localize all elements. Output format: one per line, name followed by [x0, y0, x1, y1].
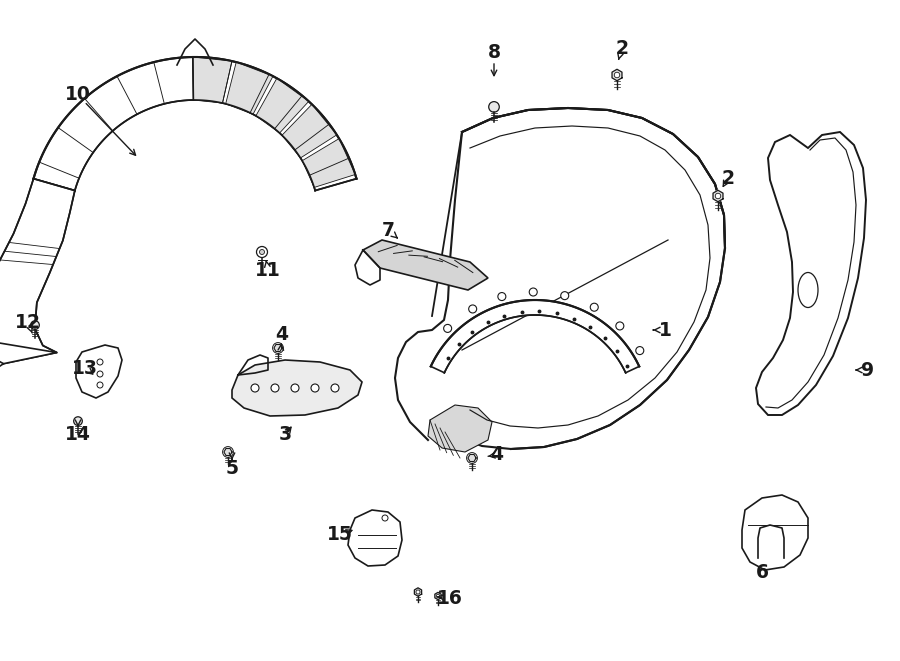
Text: 14: 14	[65, 426, 91, 444]
Text: 16: 16	[437, 588, 463, 607]
Circle shape	[259, 249, 265, 254]
Polygon shape	[256, 78, 309, 133]
Text: 13: 13	[72, 358, 98, 377]
Circle shape	[416, 590, 420, 594]
Text: 4: 4	[491, 446, 503, 465]
Text: 1: 1	[659, 321, 671, 340]
Text: 11: 11	[255, 260, 281, 280]
Circle shape	[444, 325, 452, 332]
Polygon shape	[76, 345, 122, 398]
Text: 9: 9	[861, 360, 875, 379]
Text: 3: 3	[278, 426, 292, 444]
Circle shape	[529, 288, 537, 296]
Polygon shape	[232, 360, 362, 416]
Circle shape	[311, 384, 319, 392]
Circle shape	[74, 417, 82, 426]
Circle shape	[635, 346, 644, 354]
Circle shape	[271, 384, 279, 392]
Text: 15: 15	[327, 525, 353, 545]
Polygon shape	[468, 455, 476, 461]
Circle shape	[590, 303, 598, 311]
Text: 6: 6	[755, 563, 769, 582]
Polygon shape	[428, 405, 492, 452]
Polygon shape	[302, 139, 356, 188]
Polygon shape	[742, 495, 808, 570]
Polygon shape	[0, 334, 57, 383]
Circle shape	[469, 305, 477, 313]
Polygon shape	[756, 132, 866, 415]
Text: 12: 12	[15, 313, 40, 332]
Polygon shape	[414, 588, 421, 596]
Circle shape	[97, 371, 103, 377]
Polygon shape	[431, 300, 639, 373]
Polygon shape	[348, 510, 402, 566]
Polygon shape	[226, 62, 273, 114]
Circle shape	[251, 384, 259, 392]
Circle shape	[489, 102, 500, 112]
Circle shape	[614, 72, 620, 78]
Circle shape	[436, 594, 440, 598]
Circle shape	[256, 247, 267, 258]
Text: 4: 4	[275, 325, 289, 344]
Circle shape	[616, 322, 624, 330]
Text: 7: 7	[382, 221, 394, 239]
Polygon shape	[224, 449, 232, 455]
Circle shape	[498, 293, 506, 301]
Text: 2: 2	[616, 38, 628, 58]
Polygon shape	[0, 178, 75, 364]
Polygon shape	[435, 592, 441, 600]
Text: 8: 8	[488, 42, 500, 61]
Circle shape	[716, 193, 721, 199]
Polygon shape	[282, 104, 337, 158]
Circle shape	[31, 321, 40, 329]
Text: 10: 10	[65, 85, 91, 104]
Circle shape	[331, 384, 339, 392]
Polygon shape	[713, 190, 723, 202]
Polygon shape	[363, 240, 488, 290]
Circle shape	[97, 359, 103, 365]
Circle shape	[291, 384, 299, 392]
Ellipse shape	[798, 272, 818, 307]
Polygon shape	[612, 69, 622, 81]
Circle shape	[97, 382, 103, 388]
Circle shape	[561, 292, 569, 299]
Circle shape	[382, 515, 388, 521]
Polygon shape	[33, 57, 356, 190]
Text: 2: 2	[722, 169, 734, 188]
Polygon shape	[274, 344, 282, 352]
Text: 5: 5	[226, 459, 239, 477]
Polygon shape	[193, 57, 232, 103]
